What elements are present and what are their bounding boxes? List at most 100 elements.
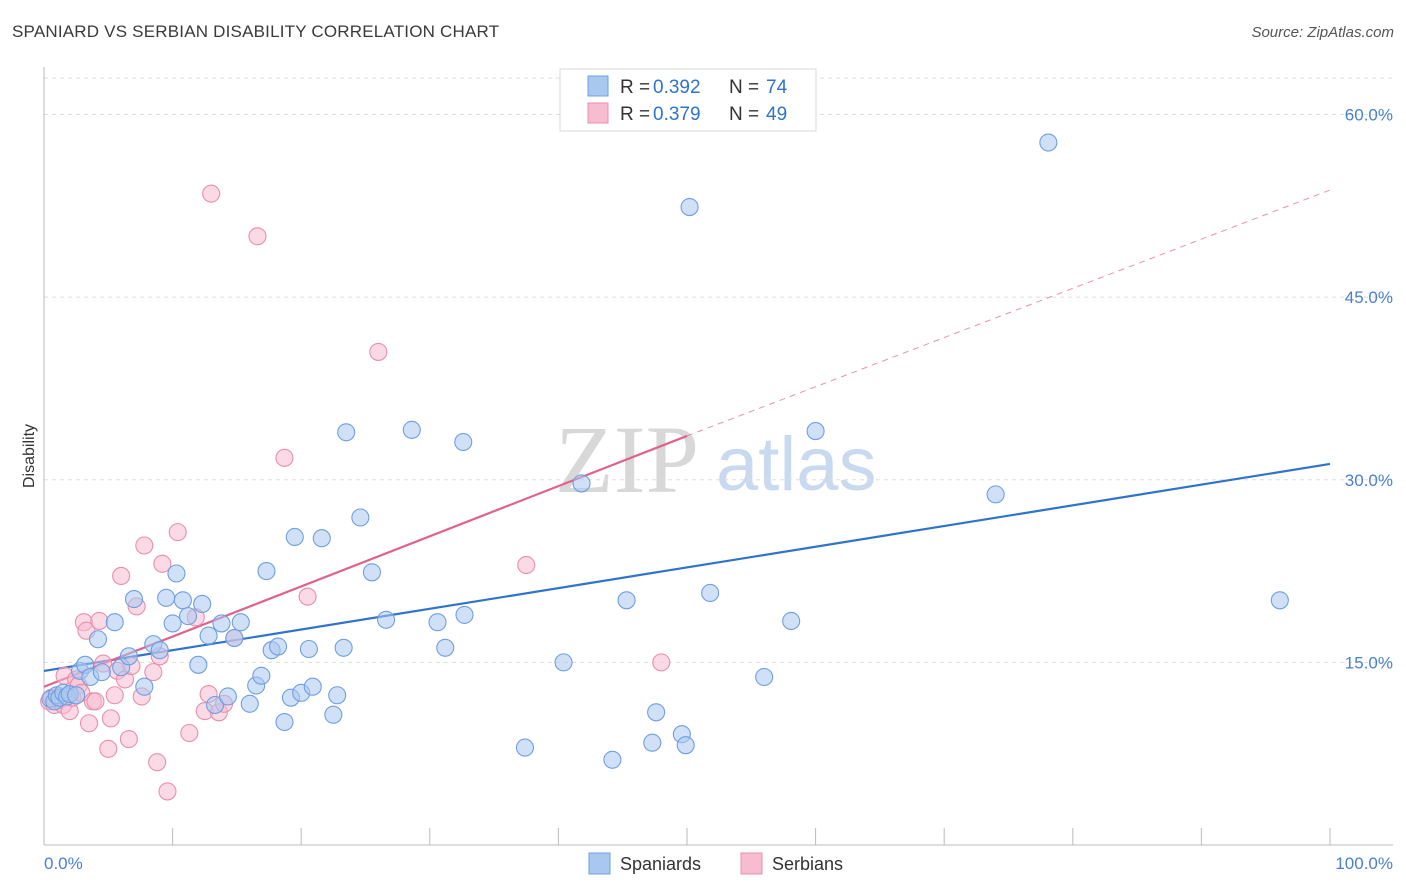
spaniards-point[interactable] — [150, 641, 169, 660]
spaniards-point[interactable] — [643, 733, 662, 752]
spaniards-point[interactable] — [189, 655, 208, 674]
spaniards-point[interactable] — [135, 677, 154, 696]
bottom-legend-swatch-spaniards — [588, 852, 611, 875]
spaniards-point[interactable] — [1270, 591, 1289, 610]
spaniards-point[interactable] — [334, 638, 353, 657]
spaniards-point[interactable] — [755, 667, 774, 687]
serbians-point[interactable] — [369, 342, 388, 361]
spaniards-point[interactable] — [647, 703, 666, 722]
spaniards-point[interactable] — [119, 647, 138, 666]
spaniards-point[interactable] — [680, 198, 699, 217]
spaniards-point[interactable] — [455, 605, 474, 624]
spaniards-point[interactable] — [299, 639, 318, 659]
spaniards-point[interactable] — [173, 591, 192, 610]
legend-swatch-spaniards — [587, 75, 609, 97]
spaniards-point[interactable] — [303, 677, 322, 696]
spaniards-point[interactable] — [257, 562, 276, 581]
spaniards-point[interactable] — [285, 527, 304, 547]
spaniards-point[interactable] — [178, 607, 198, 626]
serbians-point[interactable] — [298, 587, 317, 606]
spaniards-point[interactable] — [454, 432, 473, 452]
legend-r-value-serbians: 0.379 — [653, 104, 701, 125]
spaniards-point[interactable] — [88, 630, 108, 649]
serbians-point[interactable] — [153, 554, 172, 573]
spaniards-point[interactable] — [252, 666, 271, 685]
spaniards-point[interactable] — [676, 736, 695, 755]
serbians-point[interactable] — [168, 523, 187, 542]
serbians-point[interactable] — [517, 555, 536, 575]
y-tick-label: 30.0% — [1345, 471, 1393, 490]
spaniards-point[interactable] — [275, 712, 294, 732]
legend-n-label-spaniards: N = — [729, 77, 759, 98]
serbians-point[interactable] — [101, 709, 120, 728]
spaniards-point[interactable] — [402, 420, 421, 439]
serbians-point[interactable] — [202, 184, 221, 203]
y-tick-label: 60.0% — [1345, 106, 1393, 125]
spaniards-point[interactable] — [701, 583, 720, 603]
serbians-point[interactable] — [180, 723, 199, 743]
serbians-point[interactable] — [119, 730, 138, 749]
spaniards-point[interactable] — [124, 590, 144, 609]
spaniards-point[interactable] — [377, 610, 396, 629]
serbians-point[interactable] — [148, 753, 167, 772]
bottom-legend-swatch-serbians — [740, 852, 763, 875]
spaniards-point[interactable] — [205, 695, 225, 715]
spaniards-point[interactable] — [351, 508, 370, 527]
serbians-point[interactable] — [144, 663, 163, 682]
spaniards-point[interactable] — [515, 738, 535, 757]
spaniards-point[interactable] — [231, 613, 250, 632]
spaniards-point[interactable] — [436, 638, 455, 657]
spaniards-point[interactable] — [617, 591, 636, 610]
legend-r-label-serbians: R = — [620, 104, 650, 125]
legend-r-value-spaniards: 0.392 — [653, 77, 701, 98]
serbians-point[interactable] — [135, 536, 154, 555]
spaniards-point[interactable] — [986, 485, 1005, 504]
spaniards-point[interactable] — [806, 422, 825, 441]
spaniards-point[interactable] — [157, 588, 176, 607]
serbians-point[interactable] — [86, 692, 105, 711]
bottom-legend[interactable]: Spaniards Serbians — [588, 852, 843, 875]
spaniards-point[interactable] — [105, 613, 124, 632]
serbians-point[interactable] — [158, 782, 177, 801]
serbians-point[interactable] — [652, 653, 671, 672]
serbians-point[interactable] — [90, 611, 109, 631]
spaniards-point[interactable] — [324, 705, 343, 724]
serbians-point[interactable] — [79, 714, 99, 733]
serbians-point[interactable] — [112, 566, 131, 585]
spaniards-point[interactable] — [328, 686, 347, 705]
serbians-point[interactable] — [248, 227, 267, 246]
serbians-point[interactable] — [275, 448, 294, 467]
x-tick-label-max: 100.0% — [1335, 854, 1393, 873]
spaniards-point[interactable] — [199, 626, 218, 645]
bottom-legend-label-spaniards: Spaniards — [620, 854, 701, 874]
y-tick-label: 15.0% — [1345, 653, 1393, 672]
spaniards-point[interactable] — [92, 663, 111, 682]
serbians-point[interactable] — [99, 739, 118, 758]
bottom-legend-label-serbians: Serbians — [772, 854, 843, 874]
legend-r-label-spaniards: R = — [620, 77, 650, 98]
serbians-point[interactable] — [105, 686, 124, 705]
spaniards-point[interactable] — [1039, 133, 1058, 152]
spaniards-point[interactable] — [782, 611, 801, 631]
spaniards-point[interactable] — [554, 653, 573, 672]
spaniards-point[interactable] — [312, 529, 331, 548]
spaniards-point[interactable] — [240, 694, 259, 713]
spaniards-point[interactable] — [167, 564, 186, 583]
spaniards-point[interactable] — [67, 686, 86, 705]
spaniards-point[interactable] — [337, 423, 356, 442]
legend[interactable]: R = 0.392 N = 74 R = 0.379 N = 49 — [559, 68, 817, 132]
spaniards-point[interactable] — [218, 687, 237, 706]
spaniards-point[interactable] — [362, 563, 381, 582]
legend-n-value-spaniards: 74 — [766, 77, 788, 98]
spaniards-point[interactable] — [269, 637, 288, 656]
legend-n-value-serbians: 49 — [766, 104, 787, 125]
spaniards-point[interactable] — [163, 614, 182, 633]
spaniards-point[interactable] — [572, 474, 591, 493]
spaniards-point[interactable] — [212, 614, 231, 633]
spaniards-point[interactable] — [193, 594, 212, 613]
spaniards-points — [41, 133, 1289, 769]
spaniards-point[interactable] — [603, 750, 622, 769]
spaniards-point[interactable] — [428, 613, 447, 632]
spaniards-point[interactable] — [225, 628, 244, 648]
